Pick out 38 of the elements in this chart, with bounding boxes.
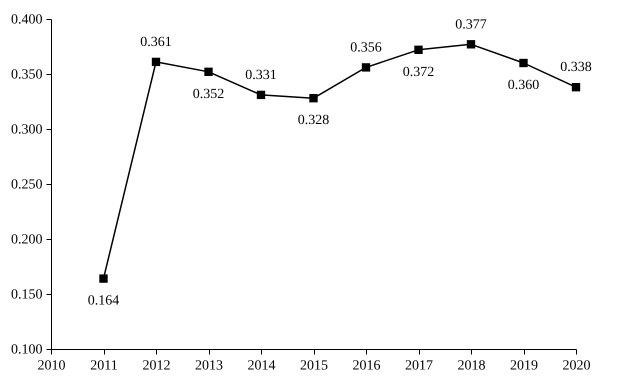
y-tick-label: 0.350 [11,68,42,82]
data-label: 0.328 [298,113,330,128]
y-tick-label: 0.100 [11,342,42,358]
x-tick-label: 2020 [562,358,590,374]
point [572,83,580,92]
point [466,40,476,48]
x-tick-label: 2016 [352,358,380,374]
x-tick-label: 2017 [405,358,433,374]
x-tick-label: 2015 [300,358,328,374]
y-tick-label: 0.300 [11,122,42,138]
x-tick-label: 2011 [90,358,118,374]
y-tick-label: 0.150 [11,288,42,302]
x-tick-label: 2010 [38,358,66,374]
data-label: 0.372 [402,64,434,80]
data-label: 0.331 [245,68,277,83]
x-tick-label: 2018 [458,358,486,374]
point [152,58,160,66]
x-tick-label: 2013 [195,358,223,374]
data-label: 0.164 [88,294,120,309]
point [99,274,108,283]
point [519,58,528,68]
data-label: 0.360 [508,78,540,93]
x-tick-label: 2014 [248,358,276,374]
point [309,94,318,102]
point [414,46,423,54]
data-label: 0.352 [192,86,224,102]
point [204,68,213,76]
x-tick-label: 2019 [510,358,538,374]
data-label: 0.377 [455,17,487,32]
point [256,90,266,100]
point [362,63,370,72]
y-tick-label: 0.250 [11,178,42,192]
data-label: 0.356 [350,40,382,56]
data-label: 0.361 [140,34,172,50]
data-label: 0.338 [560,60,592,76]
x-tick-label: 2012 [142,358,170,374]
y-tick-label: 0.200 [11,232,42,248]
y-tick-label: 0.400 [11,12,42,28]
